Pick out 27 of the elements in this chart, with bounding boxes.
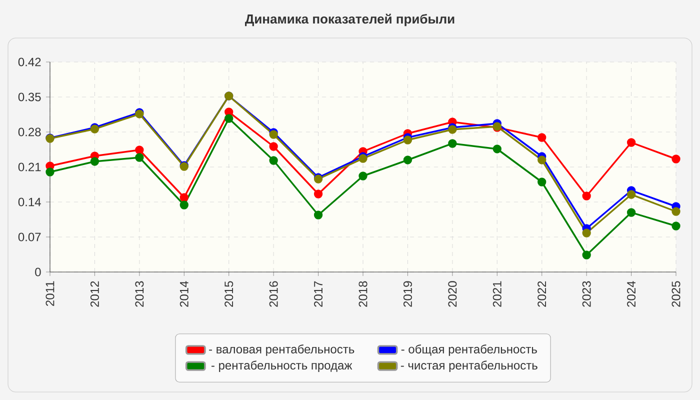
x-tick-label: 2018: [358, 281, 368, 307]
x-tick-label: 2020: [448, 281, 457, 307]
y-tick-label: 0.35: [18, 92, 41, 102]
x-tick-label: 2019: [403, 281, 412, 307]
x-tick-label: 2021: [492, 281, 502, 307]
y-tick-label: 0.42: [18, 58, 41, 66]
x-tick-label: 2017: [314, 281, 323, 307]
x-tick-label: 2014: [180, 281, 188, 307]
y-tick-label: 0: [35, 268, 41, 276]
legend-label: - валовая рентабельность: [209, 344, 354, 356]
legend-label: - общая рентабельность: [401, 344, 537, 356]
y-tick-label: 0.07: [18, 232, 41, 242]
x-tick-label: 2022: [538, 281, 546, 307]
y-tick-label: 0.28: [18, 128, 41, 136]
chart-title: Динамика показателей прибыли: [245, 14, 454, 26]
x-tick-label: 2024: [627, 281, 636, 307]
x-tick-label: 2016: [269, 281, 278, 307]
x-tick-label: 2013: [135, 281, 144, 307]
x-tick-label: 2025: [672, 281, 680, 307]
x-tick-label: 2015: [224, 281, 234, 307]
y-tick-label: 0.14: [18, 198, 41, 206]
x-tick-label: 2023: [582, 281, 591, 307]
x-tick-label: 2012: [90, 281, 99, 307]
y-tick-label: 0.21: [18, 162, 41, 172]
legend-label: - чистая рентабельность: [400, 360, 538, 372]
x-tick-label: 2011: [46, 281, 54, 306]
legend-label: - рентабельность продаж: [212, 360, 352, 372]
